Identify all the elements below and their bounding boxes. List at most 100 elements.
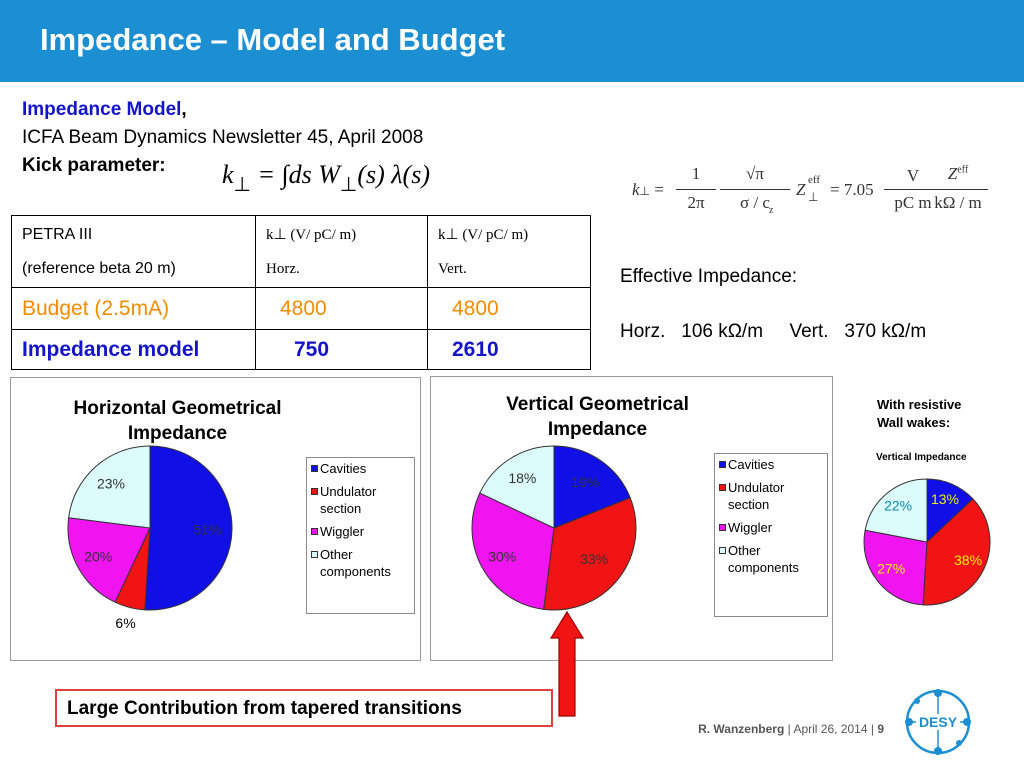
newsletter-reference: ICFA Beam Dynamics Newsletter 45, April … <box>22 127 424 148</box>
intro-block: Impedance Model, ICFA Beam Dynamics News… <box>22 96 423 180</box>
effective-impedance-label: Effective Impedance: <box>620 266 798 287</box>
legend-swatch-other <box>311 551 318 558</box>
legend-swatch-other <box>719 547 726 554</box>
tapered-transitions-callout: Large Contribution from tapered transiti… <box>55 689 553 727</box>
table-header-row: PETRA III (reference beta 20 m) k⊥ (V/ p… <box>11 215 591 288</box>
legend-swatch-cavities <box>719 461 726 468</box>
eff-unit1-den: pC m <box>894 193 932 212</box>
footer-sep-2: | <box>870 722 874 736</box>
desy-logo-text: DESY <box>919 714 958 730</box>
horizontal-chart-legend: Cavities Undulator section Wiggler Other c… <box>306 457 415 614</box>
legend-swatch-undulator <box>719 484 726 491</box>
header-cell-vert: k⊥ (V/ pC/ m) Vert. <box>427 215 591 288</box>
pie-slice-undulator <box>543 497 637 611</box>
impedance-model-label: Impedance Model <box>22 99 182 120</box>
pie-slice-cavities <box>553 445 631 529</box>
legend-item-undulator: Undulator section <box>311 483 410 517</box>
pie-slice-cavities <box>144 445 233 611</box>
eff-frac2-num: √π <box>746 164 764 183</box>
pie-slice-other <box>68 445 151 529</box>
resistive-pie-chart: 13% 38% 27% 22% <box>863 478 991 606</box>
pie-label-undulator: 6% <box>115 615 135 628</box>
vert-label: Vert. <box>438 260 467 277</box>
model-horz: 750 <box>255 329 428 370</box>
eff-formula-k: k <box>632 180 640 199</box>
pie-label-wiggler: 20% <box>84 548 112 564</box>
pie-label-undulator: 38% <box>954 552 982 568</box>
resistive-wall-note: With resistive Wall wakes: <box>877 397 962 430</box>
pie-label-cavities: 13% <box>931 491 959 507</box>
eff-horz-value: 106 kΩ/m <box>681 321 764 342</box>
footer-date: April 26, 2014 <box>793 722 868 736</box>
pie-slice-wiggler <box>67 517 151 603</box>
red-up-arrow-icon <box>549 610 585 717</box>
eff-sup: eff <box>808 174 821 186</box>
footer: R. Wanzenberg | April 26, 2014 | 9 <box>698 722 884 736</box>
slide-header: Impedance – Model and Budget <box>0 0 1024 82</box>
pie-label-wiggler: 30% <box>488 548 516 564</box>
eff-unit2-den: kΩ / m <box>934 193 982 212</box>
eff-vert-label: Vert. <box>789 321 829 342</box>
pie-label-other: 23% <box>97 476 125 492</box>
budget-label: Budget (2.5mA) <box>11 287 256 330</box>
pie-label-undulator: 33% <box>580 551 608 567</box>
legend-swatch-wiggler <box>719 524 726 531</box>
budget-horz: 4800 <box>255 287 428 330</box>
header-cell-petra: PETRA III (reference beta 20 m) <box>11 215 256 288</box>
pie-slice-wiggler <box>863 529 928 606</box>
pie-label-other: 18% <box>508 470 536 486</box>
legend-item-cavities: Cavities <box>311 460 410 477</box>
table-row: Impedance model 750 2610 <box>11 329 591 370</box>
footer-author: R. Wanzenberg <box>698 722 785 736</box>
eff-frac1-num: 1 <box>691 164 701 183</box>
v-title-line1: Vertical Geometrical <box>506 394 689 415</box>
eff-frac1-den: 2π <box>687 193 705 212</box>
effective-impedance-formula: k⊥ = 1 2π √π σ / c z Z eff ⊥ = 7.05 V pC… <box>632 160 992 222</box>
small-chart-title: Vertical Impedance <box>876 452 967 463</box>
legend-item-wiggler: Wiggler <box>311 523 410 540</box>
eff-horz-label: Horz. <box>620 321 666 342</box>
horz-label: Horz. <box>266 260 300 277</box>
legend-swatch-cavities <box>311 465 318 472</box>
model-label: Impedance model <box>11 329 256 370</box>
legend-swatch-undulator <box>311 488 318 495</box>
eff-vert-value: 370 kΩ/m <box>844 321 927 342</box>
legend-item-other: Other components <box>719 542 823 576</box>
legend-swatch-wiggler <box>311 528 318 535</box>
vertical-chart-title: Vertical Geometrical Impedance <box>460 392 735 442</box>
v-title-line2: Impedance <box>547 419 648 440</box>
desy-logo: DESY <box>905 689 971 755</box>
pie-slice-other <box>479 445 555 529</box>
table-row: Budget (2.5mA) 4800 4800 <box>11 287 591 330</box>
slide-title: Impedance – Model and Budget <box>40 22 506 57</box>
footer-sep-1: | <box>787 722 791 736</box>
legend-item-other: Other components <box>311 546 410 580</box>
horz-unit-label: k⊥ (V/ pC/ m) <box>266 226 357 243</box>
horizontal-chart-title: Horizontal Geometrical Impedance <box>40 396 315 446</box>
pie-label-wiggler: 27% <box>877 560 905 576</box>
eff-z: Z <box>796 180 806 199</box>
vertical-pie-chart: 19% 33% 30% 18% <box>471 445 637 611</box>
kick-parameter-label: Kick parameter: <box>22 155 166 176</box>
eff-frac2-den: σ / c <box>740 193 770 212</box>
eff-unit2-num: Z <box>947 164 958 183</box>
header-cell-horz: k⊥ (V/ pC/ m) Horz. <box>255 215 428 288</box>
h-title-line1: Horizontal Geometrical <box>73 398 282 419</box>
pie-slice-undulator <box>922 498 991 606</box>
legend-item-undulator: Undulator section <box>719 479 823 513</box>
eff-unit1-num: V <box>906 166 920 185</box>
vertical-chart-legend: Cavities Undulator section Wiggler Other c… <box>714 453 828 617</box>
effective-impedance-values: Horz. 106 kΩ/m Vert. 370 kΩ/m <box>620 321 926 343</box>
budget-table: PETRA III (reference beta 20 m) k⊥ (V/ p… <box>11 215 591 370</box>
footer-page: 9 <box>877 722 884 736</box>
pie-label-cavities: 51% <box>193 522 221 538</box>
kick-formula-tail: (s) λ(s) <box>357 160 430 189</box>
eff-sigma-sub: z <box>769 205 774 216</box>
model-vert: 2610 <box>427 329 591 370</box>
reference-beta-label: (reference beta 20 m) <box>22 259 176 277</box>
legend-item-cavities: Cavities <box>719 456 823 473</box>
kick-formula-integral: = ∫ds W <box>257 160 340 189</box>
horizontal-pie-chart: 51% 6% 20% 23% <box>67 445 233 628</box>
h-title-line2: Impedance <box>127 423 228 444</box>
pie-slice-other <box>864 478 928 543</box>
